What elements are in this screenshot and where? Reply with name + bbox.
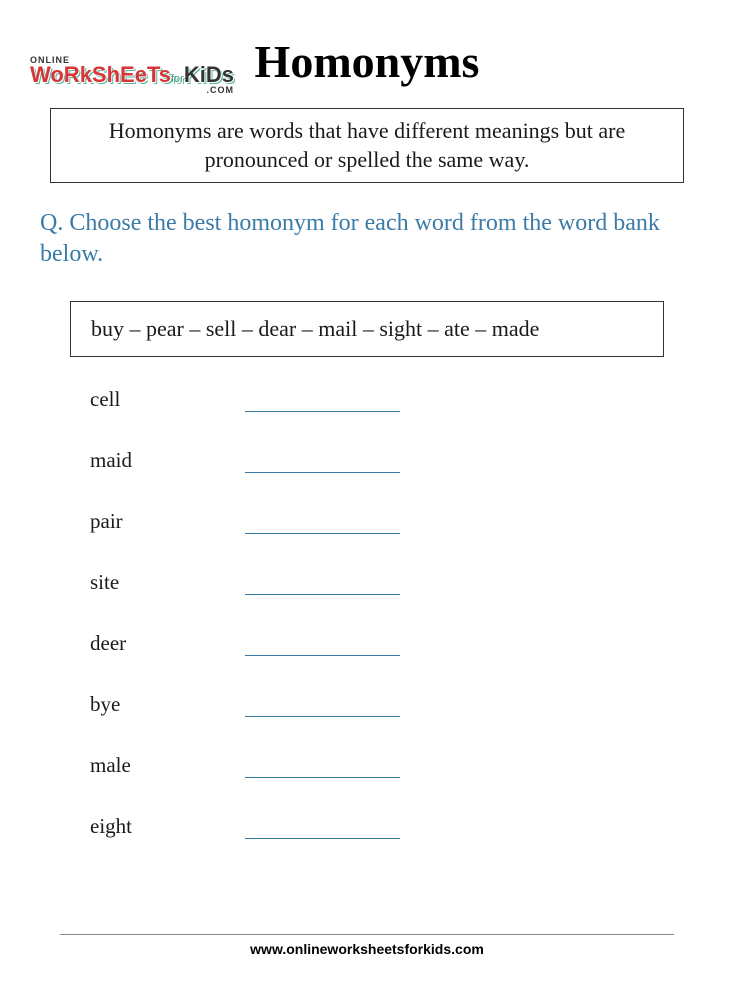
- word-row: eight: [90, 814, 734, 839]
- footer: www.onlineworksheetsforkids.com: [0, 934, 734, 957]
- answer-blank[interactable]: [245, 512, 400, 534]
- answer-blank[interactable]: [245, 451, 400, 473]
- word-label: maid: [90, 448, 245, 473]
- question-label: Q.: [40, 210, 63, 236]
- answer-blank[interactable]: [245, 756, 400, 778]
- word-label: deer: [90, 631, 245, 656]
- definition-box: Homonyms are words that have different m…: [50, 108, 684, 183]
- logo-main: WoRkShEeTsforKiDs: [30, 65, 234, 85]
- answer-blank[interactable]: [245, 817, 400, 839]
- word-label: site: [90, 570, 245, 595]
- word-row: deer: [90, 631, 734, 656]
- word-row: bye: [90, 692, 734, 717]
- footer-divider: [60, 934, 674, 935]
- answer-blank[interactable]: [245, 695, 400, 717]
- answer-blank[interactable]: [245, 634, 400, 656]
- word-row: pair: [90, 509, 734, 534]
- word-label: pair: [90, 509, 245, 534]
- word-label: cell: [90, 387, 245, 412]
- word-bank: buy – pear – sell – dear – mail – sight …: [70, 301, 664, 357]
- word-row: cell: [90, 387, 734, 412]
- answer-blank[interactable]: [245, 573, 400, 595]
- word-list: cell maid pair site deer bye male eight: [90, 387, 734, 839]
- word-row: maid: [90, 448, 734, 473]
- word-row: male: [90, 753, 734, 778]
- word-label: bye: [90, 692, 245, 717]
- logo: ONLINE WoRkShEeTsforKiDs .COM: [30, 55, 234, 95]
- word-label: eight: [90, 814, 245, 839]
- footer-url: www.onlineworksheetsforkids.com: [0, 941, 734, 957]
- word-label: male: [90, 753, 245, 778]
- question: Q. Choose the best homonym for each word…: [40, 208, 694, 270]
- word-row: site: [90, 570, 734, 595]
- question-text: Choose the best homonym for each word fr…: [40, 210, 660, 267]
- answer-blank[interactable]: [245, 390, 400, 412]
